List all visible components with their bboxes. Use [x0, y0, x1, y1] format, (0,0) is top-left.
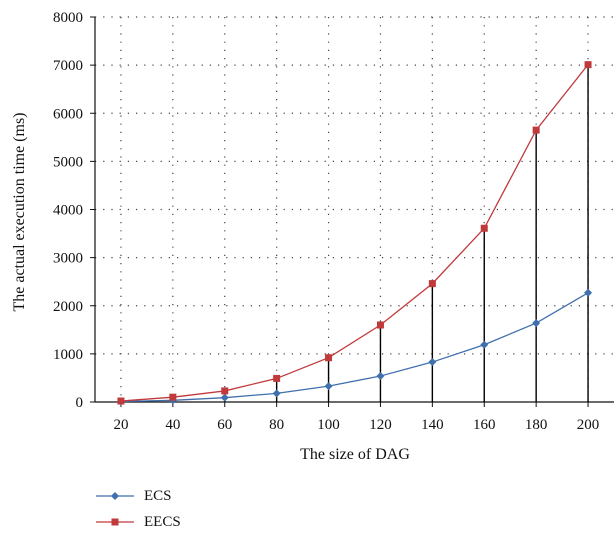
y-tick-label-1: 1000 — [53, 347, 83, 363]
series-line-ecs — [120, 292, 589, 403]
point-eecs-3 — [273, 374, 281, 382]
line-chart: 0 1000 2000 3000 4000 5000 6000 7000 8000 20 40 60 8… — [11, 10, 614, 463]
point-ecs-3 — [272, 389, 281, 398]
legend-swatch-ecs — [96, 492, 134, 500]
point-eecs-6 — [428, 280, 436, 288]
x-tick-label-0: 20 — [113, 417, 128, 433]
legend-item-eecs: EECS — [96, 509, 181, 535]
point-ecs-2 — [220, 393, 229, 402]
series-group — [116, 61, 593, 406]
point-eecs-9 — [584, 61, 592, 69]
point-eecs-1 — [169, 393, 177, 401]
legend-label-eecs: EECS — [144, 513, 181, 530]
point-eecs-7 — [480, 224, 488, 232]
legend: ECS EECS — [96, 483, 181, 535]
y-tick-label-3: 3000 — [53, 251, 83, 267]
point-eecs-8 — [532, 126, 540, 134]
point-eecs-0 — [117, 397, 125, 405]
legend-swatch-eecs — [96, 518, 134, 526]
point-ecs-7 — [480, 340, 489, 349]
x-tick-label-8: 180 — [525, 417, 548, 433]
x-tick-label-4: 100 — [317, 417, 340, 433]
point-ecs-9 — [584, 288, 593, 297]
y-tick-label-7: 7000 — [53, 58, 83, 74]
point-eecs-5 — [376, 321, 384, 329]
y-tick-label-4: 4000 — [53, 203, 83, 219]
x-axis-label: The size of DAG — [300, 446, 410, 463]
x-tick-label-1: 40 — [165, 417, 180, 433]
axes — [90, 16, 614, 407]
point-ecs-6 — [428, 358, 437, 367]
point-ecs-4 — [324, 382, 333, 391]
x-tick-label-3: 80 — [269, 417, 284, 433]
y-tick-label-6: 6000 — [53, 106, 83, 122]
y-tick-label-2: 2000 — [53, 299, 83, 315]
x-tick-label-7: 160 — [473, 417, 496, 433]
y-tick-label-0: 0 — [76, 395, 84, 411]
drop-lines — [120, 64, 589, 402]
x-tick-label-9: 200 — [577, 417, 600, 433]
point-ecs-8 — [532, 319, 541, 328]
y-tick-label-5: 5000 — [53, 154, 83, 170]
tick-labels: 0 1000 2000 3000 4000 5000 6000 7000 8000 20 40 60 8… — [53, 10, 599, 433]
y-axis-label: The actual execution time (ms) — [11, 112, 28, 311]
y-tick-label-8: 8000 — [53, 10, 83, 26]
series-line-eecs — [120, 64, 589, 402]
point-ecs-5 — [376, 372, 385, 381]
legend-item-ecs: ECS — [96, 483, 181, 509]
x-tick-label-5: 120 — [369, 417, 392, 433]
point-eecs-2 — [221, 387, 229, 395]
point-eecs-4 — [325, 354, 333, 362]
x-tick-label-2: 60 — [217, 417, 232, 433]
legend-label-ecs: ECS — [144, 487, 172, 504]
x-tick-label-6: 140 — [421, 417, 444, 433]
